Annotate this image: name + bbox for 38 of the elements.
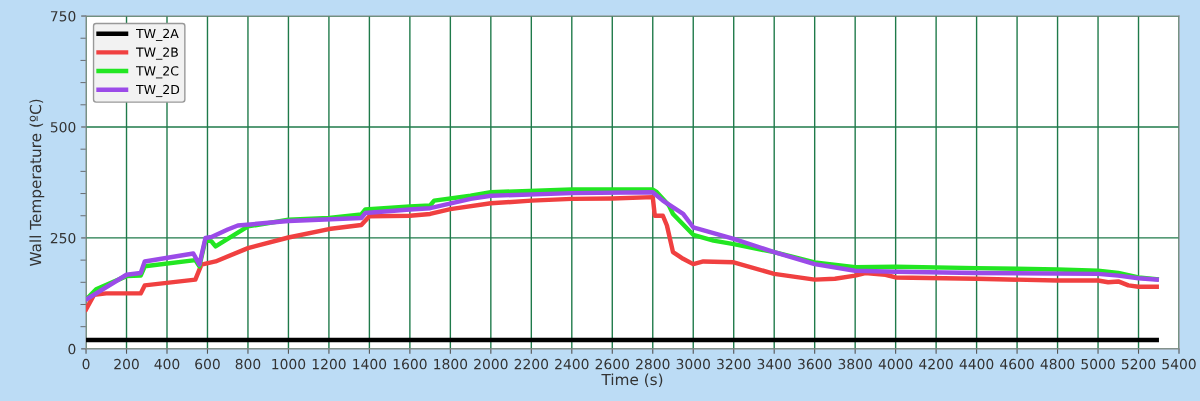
y-tick-label: 750 [50,11,76,22]
x-tick-label: 4600 [1000,358,1034,370]
x-tick-label: 1200 [312,358,346,370]
x-axis-title: Time (s) [601,373,663,388]
x-tick-label: 3000 [676,358,710,370]
x-tick-label: 5000 [1081,358,1115,370]
x-tick-label: 3200 [717,358,751,370]
x-tick-label: 4400 [959,358,994,370]
x-tick-label: 0 [82,358,90,370]
y-tick-label: 500 [50,121,76,133]
x-tick-label: 1400 [353,358,387,370]
x-tick-label: 5200 [1121,358,1156,370]
x-tick-label: 3800 [838,358,872,370]
y-tick-label: 250 [50,232,76,244]
x-tick-label: 1000 [272,358,306,370]
x-tick-label: 400 [154,358,180,370]
x-tick-label: 4800 [1040,358,1075,370]
legend-label: TW_2D [136,84,180,98]
x-tick-label: 2600 [595,358,630,370]
y-axis-title: Wall Temperature (ºC) [29,99,45,267]
x-tick-label: 1800 [434,358,468,370]
legend-label: TW_2B [136,47,178,60]
x-tick-label: 800 [235,358,261,370]
legend-label: TW_2C [136,66,179,79]
x-tick-label: 200 [114,358,139,370]
x-tick-label: 2000 [474,358,508,370]
x-tick-label: 5400 [1162,358,1196,370]
x-tick-label: 2400 [555,358,589,370]
x-tick-label: 3400 [757,358,791,370]
x-tick-label: 4000 [878,358,913,370]
x-tick-label: 1600 [393,358,427,370]
y-tick-label: 0 [68,343,76,355]
x-tick-label: 4200 [919,358,953,370]
x-tick-label: 3600 [798,358,832,370]
x-tick-label: 600 [195,358,220,370]
legend-label: TW_2A [136,28,179,41]
x-tick-label: 2200 [514,358,549,370]
x-tick-label: 2800 [636,358,670,370]
